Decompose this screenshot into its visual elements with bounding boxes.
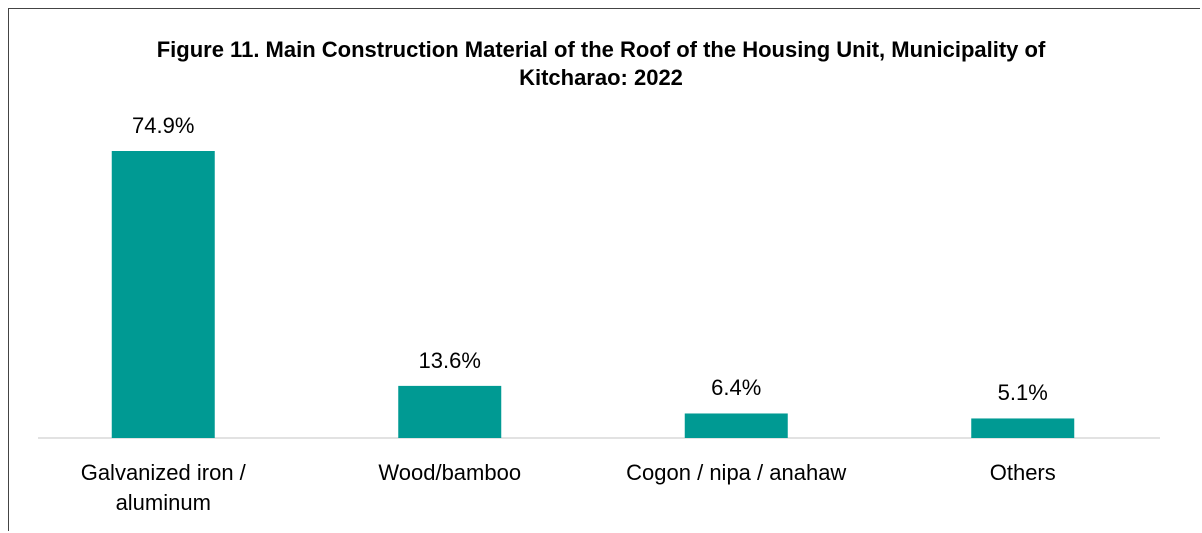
data-label: 13.6% — [418, 347, 481, 373]
bar — [684, 413, 788, 438]
data-label: 6.4% — [711, 375, 762, 401]
chart-frame — [8, 8, 1200, 531]
bar — [398, 385, 502, 438]
bar — [111, 151, 215, 438]
bar — [971, 418, 1075, 438]
chart-title: Figure 11. Main Construction Material of… — [156, 37, 1046, 90]
x-tick-label: Wood/bamboo — [378, 460, 522, 485]
x-tick-label: Galvanized iron / aluminum — [80, 460, 246, 515]
x-tick-label: Cogon / nipa / anahaw — [626, 460, 847, 485]
data-label: 74.9% — [132, 113, 195, 138]
data-label: 5.1% — [997, 380, 1048, 406]
x-tick-label: Others — [989, 460, 1056, 485]
